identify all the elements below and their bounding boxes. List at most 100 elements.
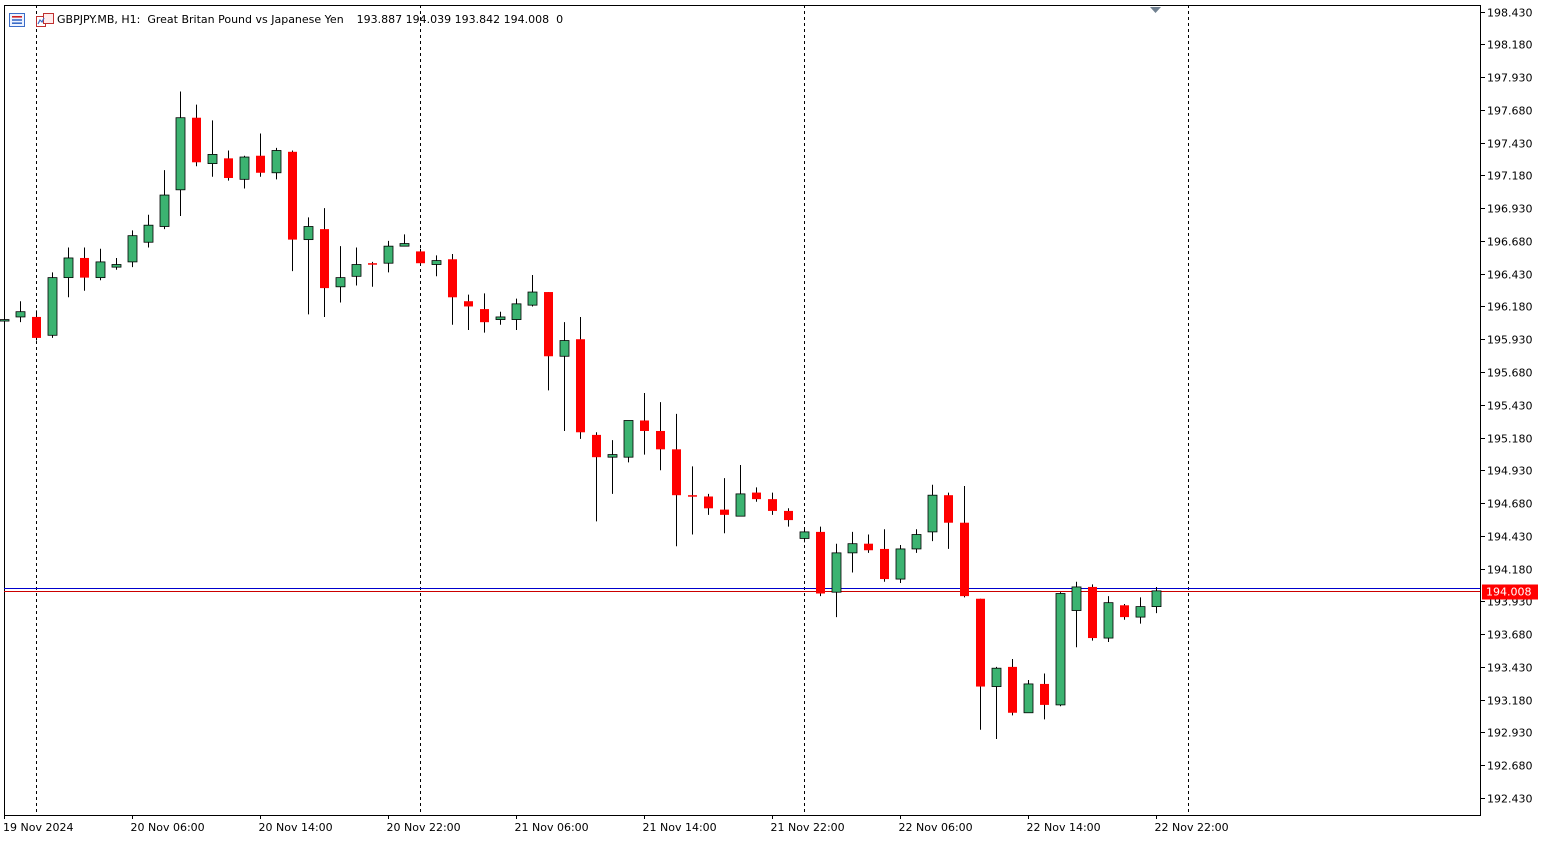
bull-candle[interactable] <box>335 246 346 303</box>
bull-candle[interactable] <box>271 147 282 180</box>
bear-candle[interactable] <box>592 432 601 522</box>
price-tick-label: 196.430 <box>1487 269 1533 282</box>
bull-candle[interactable] <box>895 545 906 584</box>
price-tick-label: 197.680 <box>1487 105 1533 118</box>
chart-shift-marker-icon[interactable] <box>1150 7 1161 13</box>
candle-body <box>127 235 138 263</box>
bull-candle[interactable] <box>607 440 618 494</box>
bear-candle[interactable] <box>1120 603 1129 620</box>
price-tick-label: 196.180 <box>1487 301 1533 314</box>
bear-candle[interactable] <box>784 508 793 527</box>
bear-candle[interactable] <box>416 248 425 265</box>
day-separators <box>36 5 1189 815</box>
candle-body <box>335 277 346 288</box>
bull-candle[interactable] <box>1135 597 1146 624</box>
bull-candle[interactable] <box>383 240 394 273</box>
bull-candle[interactable] <box>95 248 106 281</box>
candle-body <box>768 499 777 511</box>
bull-candle[interactable] <box>559 322 570 431</box>
bear-candle[interactable] <box>640 392 649 455</box>
bull-candle[interactable] <box>143 214 154 248</box>
bull-candle[interactable] <box>623 420 634 463</box>
bear-candle[interactable] <box>864 534 873 553</box>
bull-candle[interactable] <box>847 531 858 573</box>
bear-candle[interactable] <box>1088 584 1097 641</box>
bear-candle[interactable] <box>192 104 201 167</box>
time-tick-label: 20 Nov 22:00 <box>387 821 461 834</box>
candle-body <box>880 548 889 580</box>
bull-candle[interactable] <box>351 247 362 286</box>
bull-candle[interactable] <box>511 298 522 331</box>
bear-candle[interactable] <box>1008 659 1017 716</box>
bull-candle[interactable] <box>495 311 506 325</box>
bull-candle[interactable] <box>1055 592 1066 707</box>
candle-body <box>63 257 74 279</box>
bull-candle[interactable] <box>991 666 1002 739</box>
candle-body <box>1071 586 1082 611</box>
bear-candle[interactable] <box>752 487 761 502</box>
bull-candle[interactable] <box>1151 586 1162 614</box>
bull-candle[interactable] <box>1023 680 1034 714</box>
bull-candle[interactable] <box>63 247 74 298</box>
bull-candle[interactable] <box>831 543 842 618</box>
bear-candle[interactable] <box>1040 673 1049 720</box>
bear-candle[interactable] <box>256 133 265 177</box>
bear-candle[interactable] <box>880 529 889 582</box>
bear-candle[interactable] <box>32 310 41 341</box>
price-tick-label: 196.680 <box>1487 236 1533 249</box>
indicator-window-icon[interactable] <box>36 12 54 27</box>
bull-candle[interactable] <box>239 155 250 189</box>
bear-candle[interactable] <box>960 486 969 598</box>
bear-candle[interactable] <box>544 292 553 391</box>
bull-candle[interactable] <box>207 120 218 177</box>
bear-candle[interactable] <box>80 247 89 291</box>
bear-candle[interactable] <box>768 492 777 515</box>
bear-candle[interactable] <box>480 293 489 333</box>
bear-candle[interactable] <box>656 402 665 471</box>
bull-candle[interactable] <box>175 91 186 217</box>
bull-candle[interactable] <box>303 217 314 315</box>
bull-candle[interactable] <box>399 234 410 247</box>
bear-candle[interactable] <box>576 316 585 439</box>
bear-candle[interactable] <box>464 294 473 331</box>
time-tick-label: 22 Nov 22:00 <box>1155 821 1229 834</box>
candles[interactable] <box>0 91 1162 739</box>
candle-body <box>527 291 538 306</box>
bear-candle[interactable] <box>320 208 329 317</box>
bull-candle[interactable] <box>15 301 26 323</box>
bear-candle[interactable] <box>224 150 233 181</box>
candle-body <box>704 496 713 509</box>
price-axis[interactable]: 198.430 198.180 197.930 197.680 197.430 197.1… <box>1480 7 1533 806</box>
bull-candle[interactable] <box>527 275 538 307</box>
bull-candle[interactable] <box>47 272 58 338</box>
bull-candle[interactable] <box>735 465 746 517</box>
bull-candle[interactable] <box>159 170 170 230</box>
time-tick-label: 20 Nov 14:00 <box>259 821 333 834</box>
candle-body <box>399 243 410 247</box>
bear-candle[interactable] <box>944 492 953 549</box>
bear-candle[interactable] <box>448 254 457 325</box>
bull-candle[interactable] <box>911 529 922 553</box>
bull-candle[interactable] <box>0 316 10 323</box>
bull-candle[interactable] <box>127 230 138 268</box>
bear-candle[interactable] <box>288 150 297 272</box>
bear-candle[interactable] <box>816 526 825 597</box>
bull-candle[interactable] <box>1071 581 1082 648</box>
bull-candle[interactable] <box>927 484 938 542</box>
bear-candle[interactable] <box>368 261 377 287</box>
bull-candle[interactable] <box>1103 596 1114 642</box>
bull-candle[interactable] <box>799 527 810 543</box>
bull-candle[interactable] <box>111 257 122 270</box>
candle-body <box>688 495 697 497</box>
time-axis[interactable]: 19 Nov 2024 20 Nov 06:00 20 Nov 14:00 20 No… <box>3 815 1229 834</box>
bear-candle[interactable] <box>720 478 729 534</box>
candle-body <box>576 339 585 433</box>
bear-candle[interactable] <box>688 466 697 535</box>
chart-list-icon[interactable] <box>9 12 25 27</box>
bear-candle[interactable] <box>976 598 985 730</box>
bull-candle[interactable] <box>431 255 442 277</box>
bear-candle[interactable] <box>704 493 713 515</box>
bear-candle[interactable] <box>672 413 681 547</box>
